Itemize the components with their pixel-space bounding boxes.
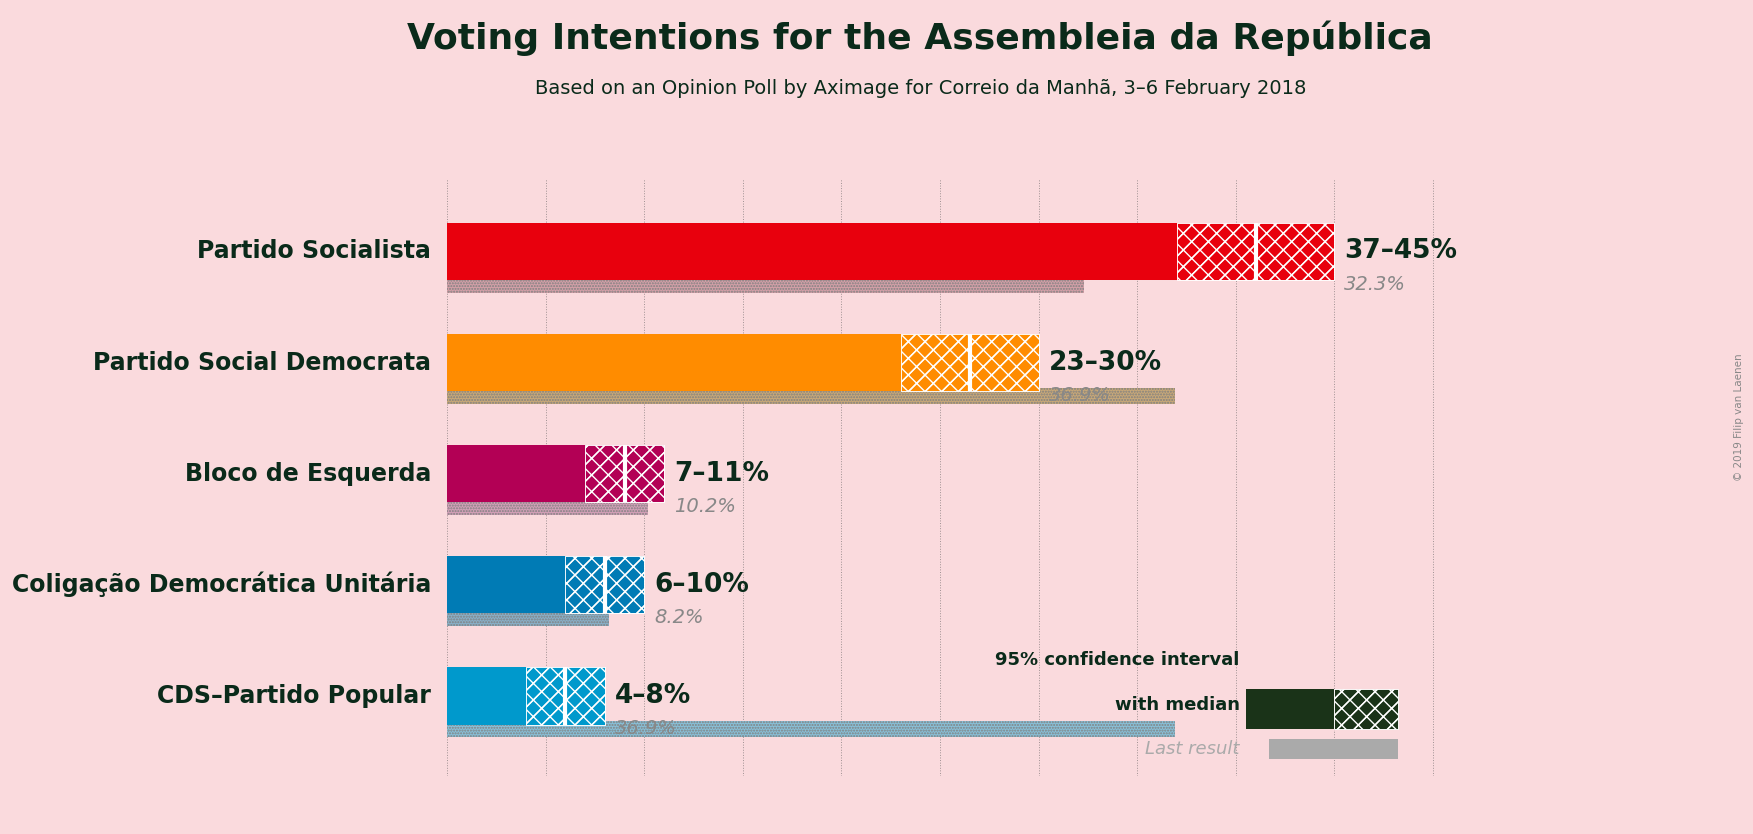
Text: 7–11%: 7–11% (673, 460, 770, 486)
Bar (447, 334, 901, 391)
Bar (901, 334, 1038, 391)
Bar (447, 223, 1176, 280)
Bar (447, 388, 1175, 404)
Bar (447, 610, 608, 626)
Text: 32.3%: 32.3% (1345, 275, 1406, 294)
Text: Voting Intentions for the Assembleia da República: Voting Intentions for the Assembleia da … (407, 21, 1434, 57)
Text: Last result: Last result (1145, 740, 1239, 758)
Bar (1334, 689, 1397, 729)
Text: Bloco de Esquerda: Bloco de Esquerda (184, 461, 431, 485)
Text: 4–8%: 4–8% (615, 683, 691, 709)
Bar (564, 555, 643, 614)
Bar (447, 667, 526, 725)
Bar (1176, 223, 1334, 280)
Text: Partido Socialista: Partido Socialista (198, 239, 431, 264)
Bar (447, 388, 1175, 404)
Text: Partido Social Democrata: Partido Social Democrata (93, 350, 431, 374)
Text: 36.9%: 36.9% (1048, 386, 1110, 405)
Bar (447, 277, 1083, 293)
Bar (447, 499, 649, 515)
Bar (526, 667, 605, 725)
Text: 36.9%: 36.9% (615, 720, 677, 738)
Bar (447, 721, 1175, 736)
Text: with median: with median (1115, 696, 1239, 714)
Text: 10.2%: 10.2% (673, 497, 736, 516)
Bar (447, 555, 564, 614)
Bar (586, 445, 664, 502)
Bar (1176, 223, 1334, 280)
Bar (1246, 689, 1334, 729)
Bar (447, 499, 649, 515)
Text: 37–45%: 37–45% (1345, 239, 1457, 264)
Text: Based on an Opinion Poll by Aximage for Correio da Manhã, 3–6 February 2018: Based on an Opinion Poll by Aximage for … (535, 79, 1306, 98)
Bar (526, 667, 605, 725)
Text: 23–30%: 23–30% (1048, 349, 1162, 375)
Bar (564, 555, 643, 614)
Bar (447, 610, 608, 626)
Bar (564, 555, 643, 614)
Bar (447, 277, 1083, 293)
Bar (901, 334, 1038, 391)
Text: 8.2%: 8.2% (654, 609, 703, 627)
Bar (901, 334, 1038, 391)
Bar (447, 721, 1175, 736)
Bar (1269, 739, 1397, 759)
Bar (586, 445, 664, 502)
Bar (526, 667, 605, 725)
Text: CDS–Partido Popular: CDS–Partido Popular (158, 684, 431, 708)
Bar (1334, 689, 1397, 729)
Bar (1176, 223, 1334, 280)
Bar (447, 445, 586, 502)
Text: Coligação Democrática Unitária: Coligação Democrática Unitária (12, 572, 431, 597)
Bar (586, 445, 664, 502)
Text: 6–10%: 6–10% (654, 571, 749, 598)
Text: © 2019 Filip van Laenen: © 2019 Filip van Laenen (1734, 353, 1744, 481)
Text: 95% confidence interval: 95% confidence interval (996, 651, 1239, 669)
